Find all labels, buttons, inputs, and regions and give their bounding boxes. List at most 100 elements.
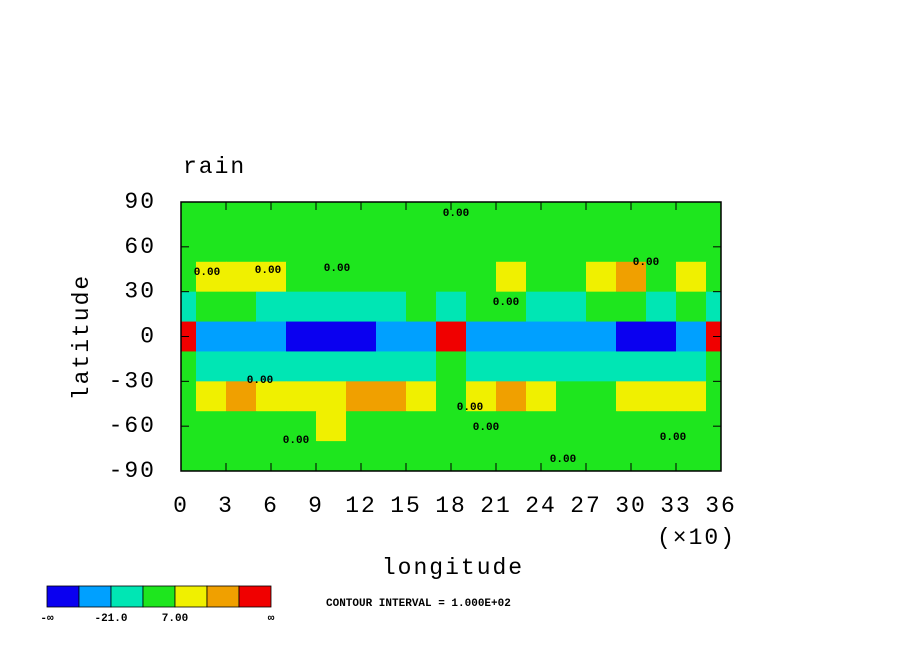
field-cell (646, 411, 677, 442)
field-cell (286, 291, 317, 323)
field-cell (436, 381, 467, 412)
field-cell (496, 411, 527, 442)
contour-label: 0.00 (473, 422, 499, 434)
field-cell (316, 261, 347, 293)
field-cell (496, 381, 527, 412)
x-tick-label: 27 (570, 493, 602, 519)
field-cell (406, 381, 437, 412)
field-cell (556, 441, 587, 471)
field-cell (376, 351, 407, 382)
field-cell (226, 291, 257, 323)
field-cell (346, 321, 377, 352)
field-cell (466, 381, 497, 412)
field-cell (286, 321, 317, 352)
field-cell (616, 351, 647, 382)
field-cell (526, 231, 557, 263)
field-cell (406, 321, 437, 352)
field-cell (646, 321, 677, 352)
colorbar-label: ∞ (268, 613, 275, 625)
field-cell (616, 231, 647, 263)
field-cell (346, 351, 377, 382)
field-cell (706, 291, 721, 323)
field-cell (496, 321, 527, 352)
field-cell (676, 321, 707, 352)
field-cell (346, 411, 377, 442)
field-cell (376, 231, 407, 263)
field-cell (616, 291, 647, 323)
field-cell (466, 231, 497, 263)
field-cell (496, 261, 527, 293)
field-cell (196, 291, 227, 323)
field-cell (226, 261, 257, 293)
field-cell (646, 291, 677, 323)
field-cell (226, 231, 257, 263)
contour-label: 0.00 (550, 454, 576, 466)
field-cell (706, 351, 721, 382)
y-axis-label: latitude (69, 274, 95, 400)
field-cell (256, 291, 287, 323)
contour-label: 0.00 (633, 257, 659, 269)
field-cell (181, 381, 197, 412)
field-cell (376, 321, 407, 352)
field-cell (286, 261, 317, 293)
y-tick-label: 60 (124, 234, 156, 260)
contour-note: CONTOUR INTERVAL = 1.000E+02 (326, 598, 511, 610)
field-cell (616, 381, 647, 412)
x-tick-label: 21 (480, 493, 512, 519)
field-cell (586, 381, 617, 412)
field-cell (346, 381, 377, 412)
field-cell (586, 351, 617, 382)
field-cell (586, 321, 617, 352)
field-cell (496, 441, 527, 471)
x-tick-label: 33 (660, 493, 692, 519)
field-cell (526, 381, 557, 412)
field-cell (436, 321, 467, 352)
y-tick-label: -60 (109, 413, 156, 439)
field-cell (256, 231, 287, 263)
field-cell (676, 441, 707, 471)
x-tick-label: 3 (218, 493, 234, 519)
field-cell (226, 321, 257, 352)
field-cell (406, 351, 437, 382)
field-cell (256, 351, 287, 382)
field-cell (466, 441, 497, 471)
field-cell (406, 202, 437, 233)
field-cell (676, 381, 707, 412)
field-cell (706, 261, 721, 293)
contour-label: 0.00 (457, 402, 483, 414)
contour-label: 0.00 (194, 267, 220, 279)
field-cell (466, 291, 497, 323)
x-tick-label: 30 (615, 493, 647, 519)
field-cell (436, 411, 467, 442)
field-cell (496, 202, 527, 233)
field-cell (556, 261, 587, 293)
field-cell (286, 231, 317, 263)
colorbar-box (142, 585, 176, 608)
field-cell (616, 261, 647, 293)
colorbar-label: -∞ (40, 613, 54, 625)
field-cell (466, 261, 497, 293)
field-cell (406, 261, 437, 293)
field-cell (316, 231, 347, 263)
field-cell (556, 231, 587, 263)
field-cell (256, 381, 287, 412)
x-tick-label: 0 (173, 493, 189, 519)
colorbar-box (206, 585, 240, 608)
colorbar-box (78, 585, 112, 608)
x-tick-label: 6 (263, 493, 279, 519)
field-cell (676, 351, 707, 382)
field-cell (526, 321, 557, 352)
field-cell (496, 231, 527, 263)
colorbar-box (238, 585, 272, 608)
y-tick-label: -90 (109, 458, 156, 484)
field-cell (676, 261, 707, 293)
field-cell (316, 411, 347, 442)
field-cell (346, 231, 377, 263)
field-cell (286, 202, 317, 233)
field-cell (436, 261, 467, 293)
contour-label: 0.00 (247, 375, 273, 387)
field-cell (466, 202, 497, 233)
field-cell (586, 202, 617, 233)
field-cell (526, 261, 557, 293)
